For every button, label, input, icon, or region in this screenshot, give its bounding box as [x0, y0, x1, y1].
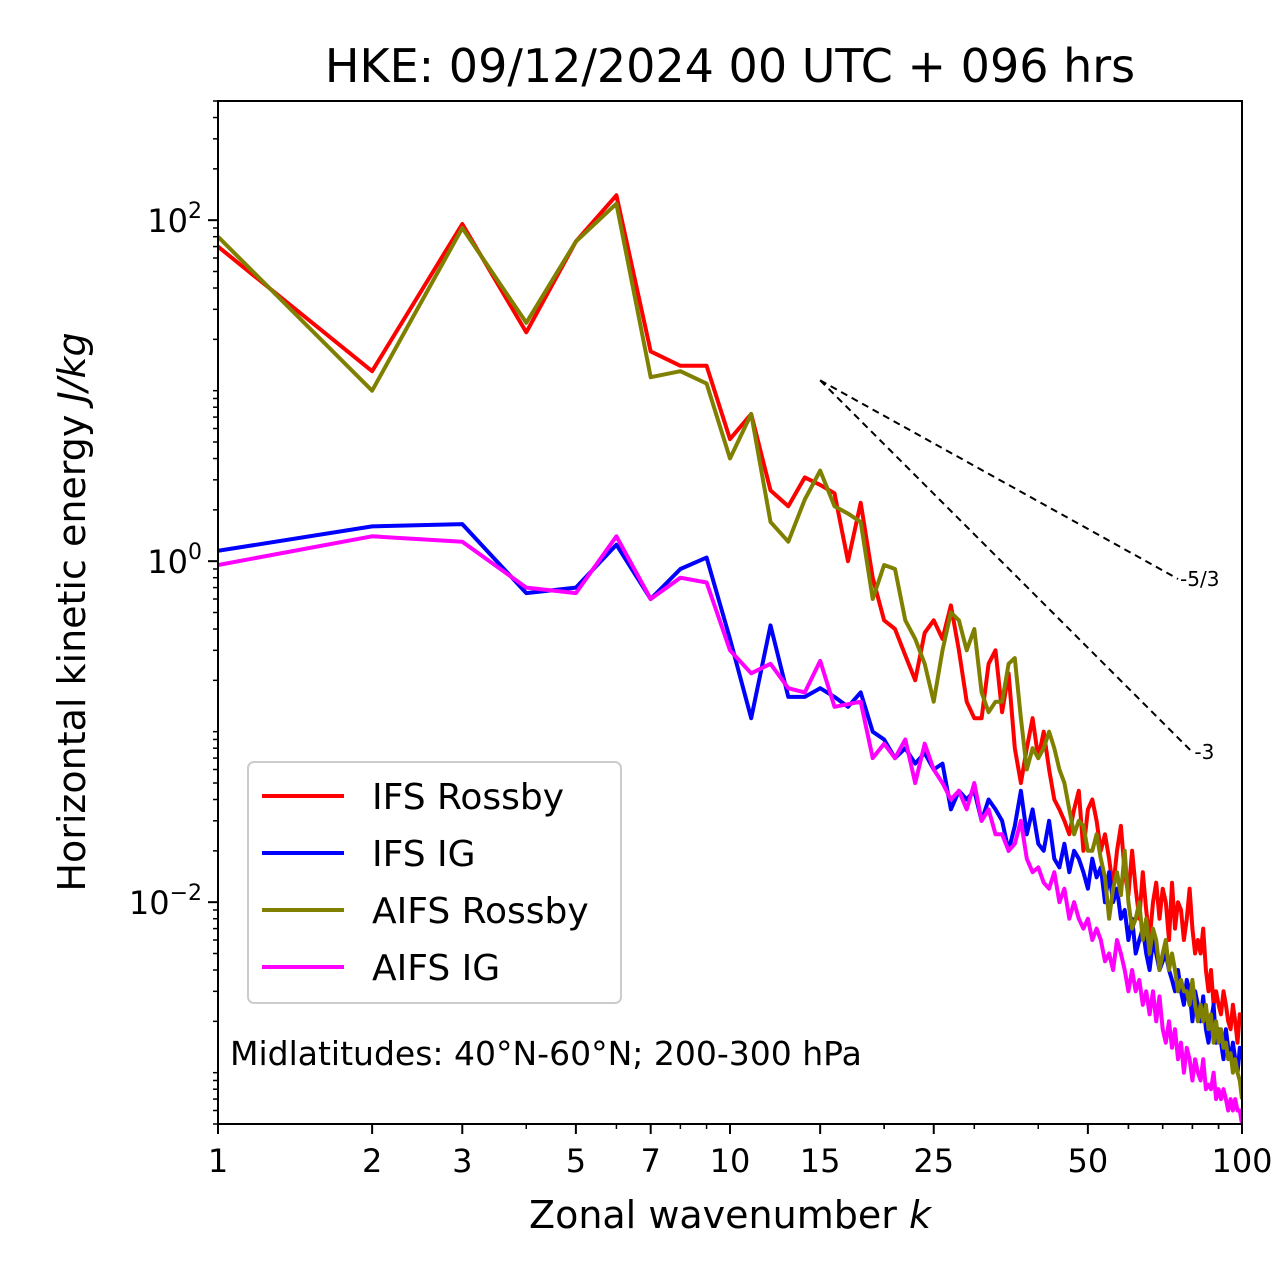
x-tick-label: 1 [208, 1142, 228, 1180]
reference-slope-line-3 [819, 379, 1194, 753]
x-tick-label: 15 [800, 1142, 841, 1180]
x-tick-label: 25 [913, 1142, 954, 1180]
legend-label-ifs-rossby: IFS Rossby [372, 777, 564, 818]
reference-slope-label: -5/3 [1180, 567, 1219, 591]
region-annotation: Midlatitudes: 40°N-60°N; 200-300 hPa [230, 1034, 862, 1073]
y-tick-label: 102 [147, 199, 202, 240]
x-tick-label: 7 [641, 1142, 661, 1180]
reference-slope-line-5-3 [819, 379, 1179, 580]
x-tick-label: 2 [362, 1142, 382, 1180]
x-tick-label: 5 [566, 1142, 586, 1180]
x-tick-label: 100 [1211, 1142, 1272, 1180]
y-tick-label: 100 [147, 540, 202, 581]
y-axis-label: Horizontal kinetic energy J/kg [50, 332, 94, 891]
x-tick-label: 10 [710, 1142, 751, 1180]
x-axis-label: Zonal wavenumber k [529, 1193, 933, 1237]
series-line-aifs-rossby [218, 201, 1242, 1100]
reference-slope-label: -3 [1194, 740, 1214, 764]
legend-label-aifs-ig: AIFS IG [372, 948, 500, 989]
legend-box [247, 761, 622, 1004]
legend-label-ifs-ig: IFS IG [372, 834, 476, 875]
chart-title: HKE: 09/12/2024 00 UTC + 096 hrs [324, 39, 1136, 93]
x-tick-label: 50 [1068, 1142, 1109, 1180]
x-tick-label: 3 [452, 1142, 472, 1180]
legend: IFS Rossby IFS IG AIFS Rossby AIFS IG [247, 761, 622, 1004]
y-tick-label: 10−2 [129, 881, 202, 922]
series-line-aifs-ig [218, 534, 1242, 1124]
legend-label-aifs-rossby: AIFS Rossby [372, 891, 589, 932]
series-line-ifs-rossby [218, 193, 1242, 1045]
